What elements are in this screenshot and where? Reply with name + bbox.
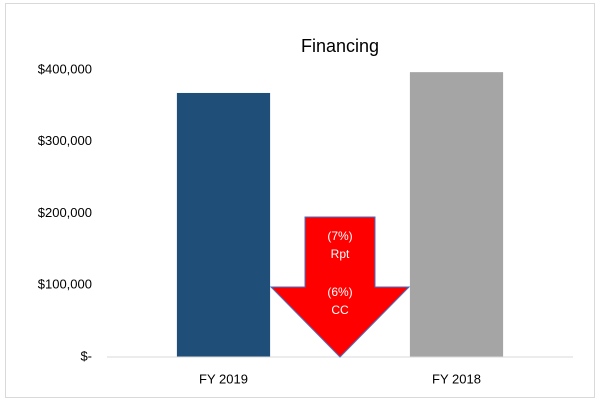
- y-tick-label: $100,000: [38, 277, 92, 292]
- bar: [409, 72, 504, 357]
- x-tick-label: FY 2018: [432, 371, 481, 386]
- plot: $- $100,000 $200,000 $300,000 $400,000 FY 201…: [38, 61, 573, 386]
- y-tick-label: $200,000: [38, 205, 92, 220]
- bar: [176, 92, 271, 358]
- y-tick-label: $400,000: [38, 61, 92, 76]
- y-tick-label: $300,000: [38, 133, 92, 148]
- annotation: CC: [331, 303, 349, 317]
- y-tick-label: $-: [80, 348, 92, 363]
- annotation: (7%): [327, 229, 352, 243]
- x-tick-label: FY 2019: [199, 371, 248, 386]
- chart-title: Financing: [301, 36, 379, 56]
- annotation: Rpt: [331, 247, 350, 261]
- chart-border: [5, 3, 595, 398]
- annotation: (6%): [327, 285, 352, 299]
- change-arrow: [269, 216, 411, 358]
